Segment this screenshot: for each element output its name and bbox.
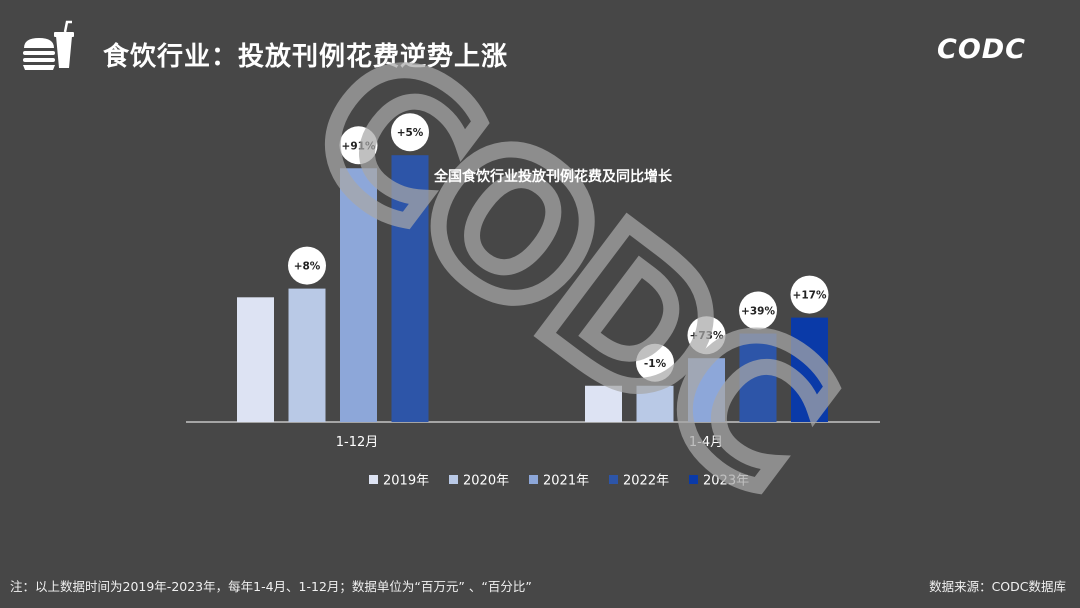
growth-bubble <box>339 126 378 165</box>
growth-bubble <box>790 275 829 314</box>
legend-label: 2021年 <box>543 474 589 489</box>
bar-2021年-1-4月 <box>688 358 725 422</box>
bar-2022年-1-12月 <box>391 155 429 422</box>
growth-bubble <box>636 343 674 382</box>
footer-source: 数据来源：CODC数据库 <box>929 579 1066 594</box>
growth-bubble <box>391 113 429 152</box>
growth-label: +73% <box>690 330 724 342</box>
bar-2020年-1-12月 <box>288 288 326 422</box>
legend-swatch <box>529 475 538 484</box>
page-title: 食饮行业：投放刊例花费逆势上涨 <box>103 42 509 72</box>
brand-logo: CODC <box>937 34 1026 65</box>
growth-bubble <box>288 246 326 285</box>
legend-swatch <box>609 475 618 484</box>
growth-label: +5% <box>397 127 424 139</box>
category-label: 1-4月 <box>689 435 723 450</box>
bar-2019年-1-4月 <box>585 385 622 422</box>
bar-2019年-1-12月 <box>237 297 274 422</box>
growth-label: -1% <box>644 358 667 370</box>
legend-swatch <box>689 475 698 484</box>
footer-note: 注：以上数据时间为2019年-2023年，每年1-4月、1-12月；数据单位为“… <box>10 579 532 594</box>
bar-2023年-1-4月 <box>791 317 828 422</box>
legend-label: 2023年 <box>703 474 749 489</box>
bar-2020年-1-4月 <box>636 385 674 422</box>
legend-label: 2020年 <box>463 474 509 489</box>
growth-bubble <box>687 316 726 355</box>
legend-label: 2019年 <box>383 474 429 489</box>
bar-2021年-1-12月 <box>340 168 377 422</box>
legend-swatch <box>449 475 458 484</box>
growth-label: +8% <box>294 261 321 273</box>
bar-2022年-1-4月 <box>739 333 777 422</box>
growth-bubble <box>739 291 777 330</box>
fast-food-icon <box>23 20 74 70</box>
category-label: 1-12月 <box>336 435 379 450</box>
chart-title: 全国食饮行业投放刊例花费及同比增长 <box>434 169 672 185</box>
growth-label: +39% <box>741 306 775 318</box>
growth-label: +91% <box>342 140 376 152</box>
growth-label: +17% <box>793 290 827 302</box>
legend-swatch <box>369 475 378 484</box>
legend-label: 2022年 <box>623 474 669 489</box>
